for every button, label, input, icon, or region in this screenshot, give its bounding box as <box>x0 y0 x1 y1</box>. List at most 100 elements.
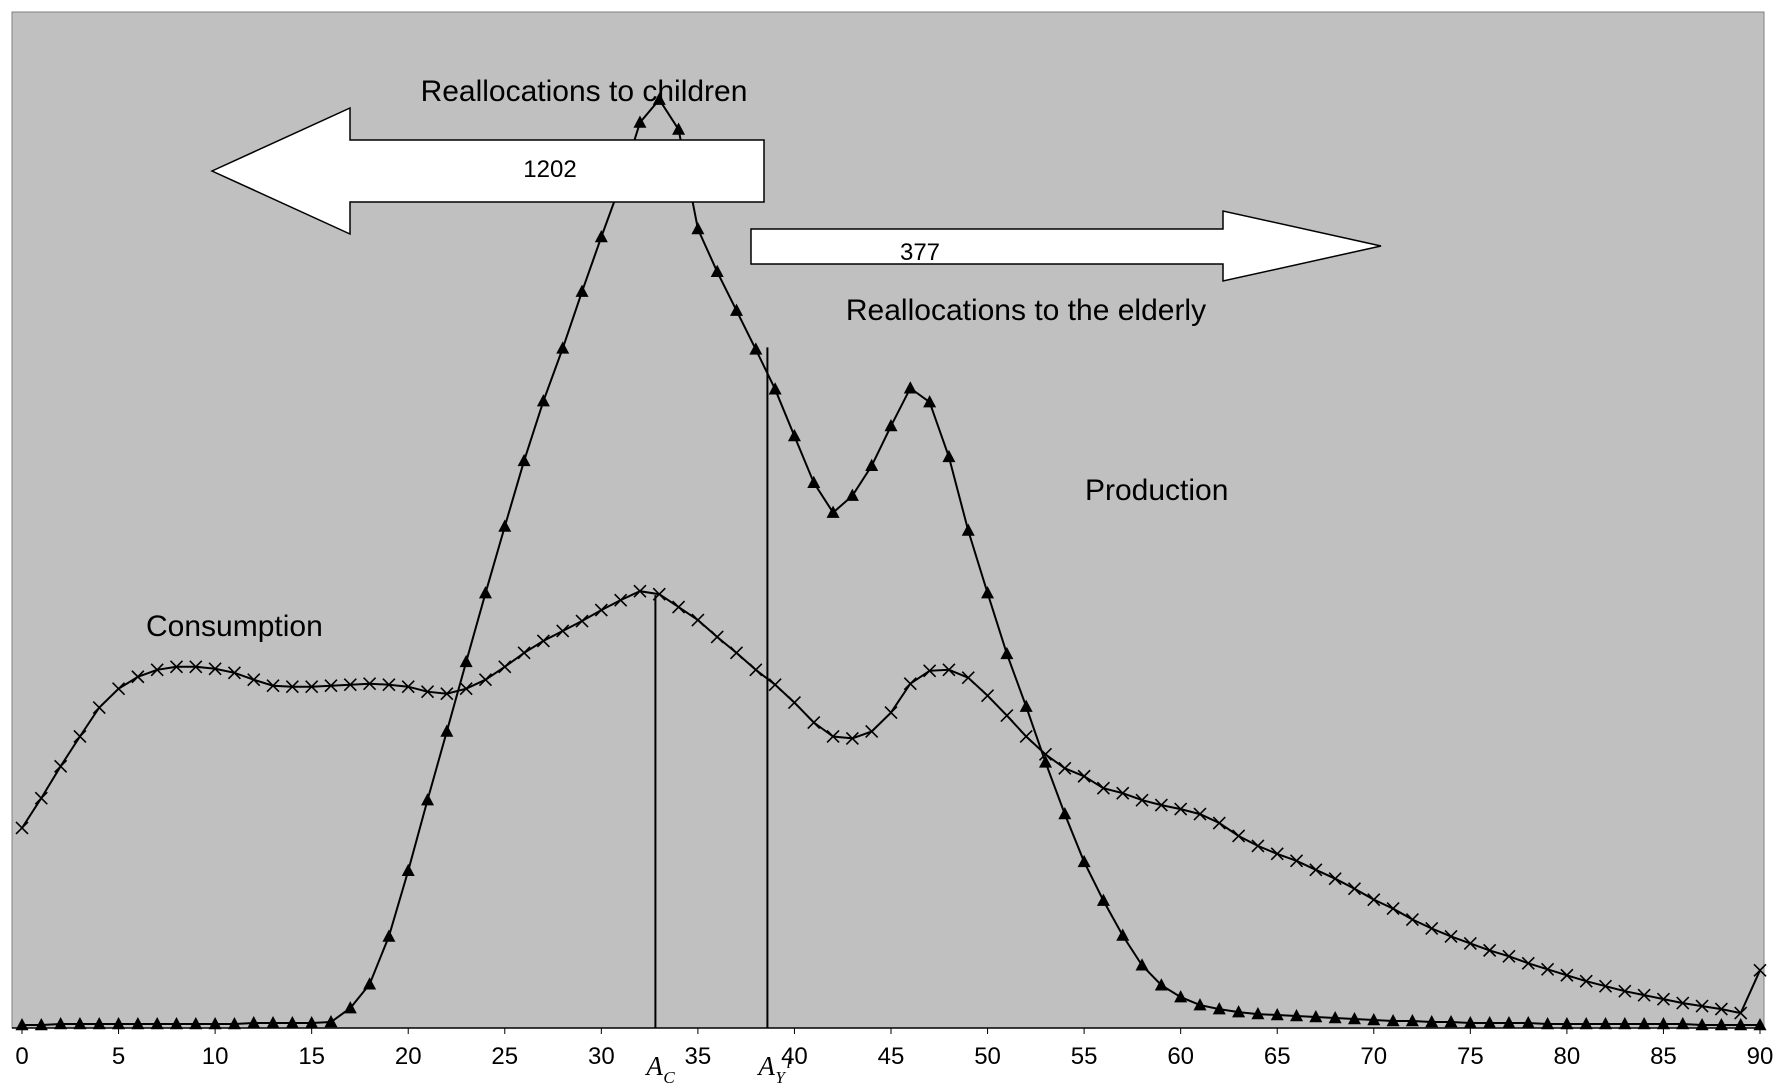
production-point <box>1753 1018 1767 1031</box>
production-point <box>710 264 724 278</box>
consumption-point <box>749 663 763 677</box>
consumption-point <box>845 731 859 746</box>
production-point <box>343 1001 357 1014</box>
x-tick-label: 75 <box>1457 1043 1484 1070</box>
production-point <box>691 222 705 235</box>
consumption-point <box>729 646 744 660</box>
production-point <box>150 1017 164 1030</box>
consumption-point <box>672 600 686 614</box>
consumption-point <box>1386 902 1400 916</box>
consumption-point <box>1502 949 1516 963</box>
consumption-point <box>1116 786 1130 800</box>
x-tick-label: 0 <box>15 1043 28 1070</box>
x-tick-label: 30 <box>588 1043 615 1070</box>
children-arrow-label: Reallocations to children <box>421 75 748 108</box>
x-tick-label: 45 <box>878 1043 905 1070</box>
elderly-arrow-value: 377 <box>900 239 940 266</box>
x-tick-label: 35 <box>685 1043 712 1070</box>
production-point <box>305 1016 319 1029</box>
x-tick-label: 85 <box>1650 1043 1677 1070</box>
consumption-point <box>980 689 995 703</box>
consumption-point <box>1135 793 1149 807</box>
production-point <box>865 458 879 472</box>
consumption-point <box>111 682 126 696</box>
consumption-point <box>1212 816 1226 830</box>
production-point <box>556 341 570 354</box>
children-arrow-value: 1202 <box>523 156 576 183</box>
consumption-point <box>498 660 512 674</box>
consumption-point <box>227 666 241 680</box>
production-point <box>1695 1018 1709 1031</box>
reference-label-c: A <box>644 1051 663 1081</box>
production-point <box>1328 1011 1342 1024</box>
production-point <box>652 92 666 105</box>
children-arrow: 1202 <box>210 106 765 236</box>
x-tick-label: 5 <box>112 1043 125 1070</box>
consumption-point <box>884 706 898 720</box>
x-tick-labels: 0 5 10 15 20 25 30 35 40 45 50 55 60 65 70 75 80 85 90 <box>15 1028 1773 1070</box>
production-point <box>363 977 377 990</box>
x-tick-label: 40 <box>781 1043 808 1070</box>
production-point <box>440 724 454 737</box>
production-point <box>903 381 917 394</box>
production-point <box>131 1017 145 1030</box>
x-tick-label: 70 <box>1360 1043 1387 1070</box>
production-point <box>227 1017 241 1030</box>
x-tick-label: 50 <box>974 1043 1001 1070</box>
production-point <box>208 1017 222 1030</box>
production-point <box>1000 646 1014 660</box>
production-point <box>807 475 821 488</box>
consumption-point <box>1367 893 1381 907</box>
consumption-point <box>807 715 821 730</box>
consumption-point <box>169 660 184 674</box>
production-point <box>189 1017 203 1030</box>
consumption-point <box>208 662 222 676</box>
x-tick-label: 80 <box>1554 1043 1581 1070</box>
production-point <box>1734 1018 1748 1031</box>
production-point <box>34 1018 48 1031</box>
consumption-point <box>1541 962 1555 976</box>
consumption-point <box>189 660 203 674</box>
consumption-point <box>73 729 87 744</box>
consumption-point <box>1579 974 1593 988</box>
consumption-point <box>1734 1006 1748 1020</box>
consumption-point <box>1000 708 1014 723</box>
consumption-point <box>1714 1002 1728 1016</box>
production-point <box>401 863 415 877</box>
consumption-point <box>54 759 68 773</box>
production-point <box>517 453 531 467</box>
consumption-point <box>1405 912 1419 927</box>
production-point <box>1096 893 1110 906</box>
consumption-point <box>710 630 724 644</box>
consumption-point <box>1193 807 1207 821</box>
production-point <box>942 449 956 463</box>
elderly-arrow-shape <box>750 210 1382 282</box>
production-point <box>1637 1017 1651 1030</box>
production-point <box>1560 1017 1574 1030</box>
consumption-point <box>1598 979 1613 993</box>
consumption-point <box>1232 829 1246 843</box>
consumption-point <box>150 663 164 677</box>
consumption-point <box>1154 798 1168 812</box>
consumption-point <box>517 646 531 660</box>
consumption-point <box>865 724 879 739</box>
production-point <box>324 1015 338 1028</box>
production-point <box>981 586 995 599</box>
production-point <box>1599 1017 1613 1030</box>
production-point <box>1309 1010 1323 1023</box>
production-point <box>1290 1009 1304 1022</box>
consumption-point <box>1058 761 1072 775</box>
production-point <box>382 929 396 942</box>
production-point <box>1174 990 1188 1003</box>
consumption-point <box>459 682 473 696</box>
production-point <box>1463 1016 1477 1029</box>
consumption-point <box>614 593 628 607</box>
production-point <box>1116 928 1130 941</box>
production-point <box>1541 1017 1555 1030</box>
x-tick-label: 60 <box>1167 1043 1194 1070</box>
production-point <box>1038 755 1052 768</box>
x-tick-label: 15 <box>298 1043 325 1070</box>
production-point <box>1251 1007 1265 1020</box>
production-point <box>266 1016 280 1029</box>
production-point <box>1425 1015 1439 1028</box>
